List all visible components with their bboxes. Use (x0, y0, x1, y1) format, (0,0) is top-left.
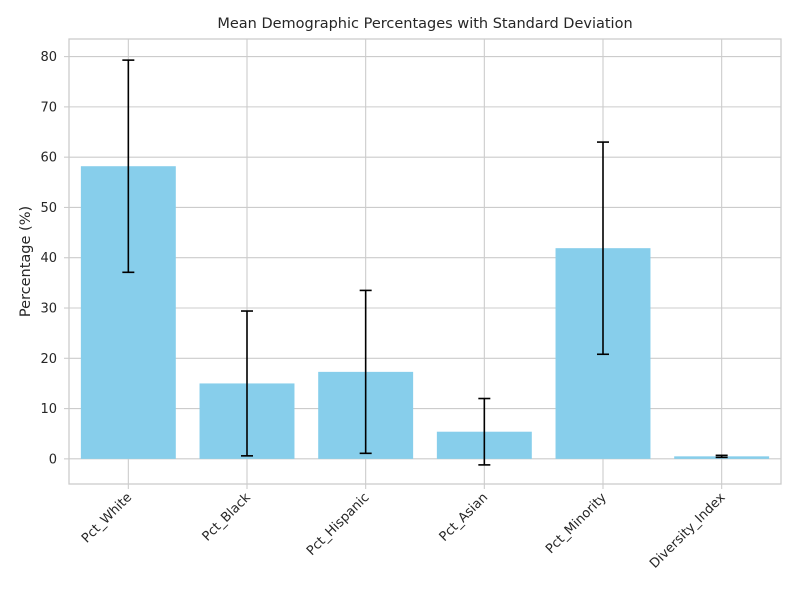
y-tick-label: 40 (40, 251, 57, 266)
x-tick-label: Pct_Minority (543, 490, 610, 557)
y-tick-label: 60 (40, 151, 57, 166)
x-tick-label: Pct_Hispanic (304, 490, 373, 559)
x-tick-label: Pct_White (79, 490, 135, 546)
y-tick-label: 50 (40, 201, 57, 216)
y-tick-label: 10 (40, 402, 57, 417)
x-tick-label: Diversity_Index (647, 490, 729, 572)
y-tick-label: 80 (40, 50, 57, 65)
chart-title: Mean Demographic Percentages with Standa… (217, 16, 632, 32)
y-tick-label: 70 (40, 100, 57, 115)
y-axis-label: Percentage (%) (18, 206, 34, 317)
y-tick-label: 30 (40, 302, 57, 317)
plot-frame (68, 38, 782, 485)
error-bars (122, 59, 728, 466)
x-tick-label: Pct_Black (200, 490, 255, 545)
x-tick-label: Pct_Asian (437, 490, 492, 545)
y-tick-label: 0 (49, 452, 57, 467)
y-tick-label: 20 (40, 352, 57, 367)
bars (80, 166, 770, 459)
